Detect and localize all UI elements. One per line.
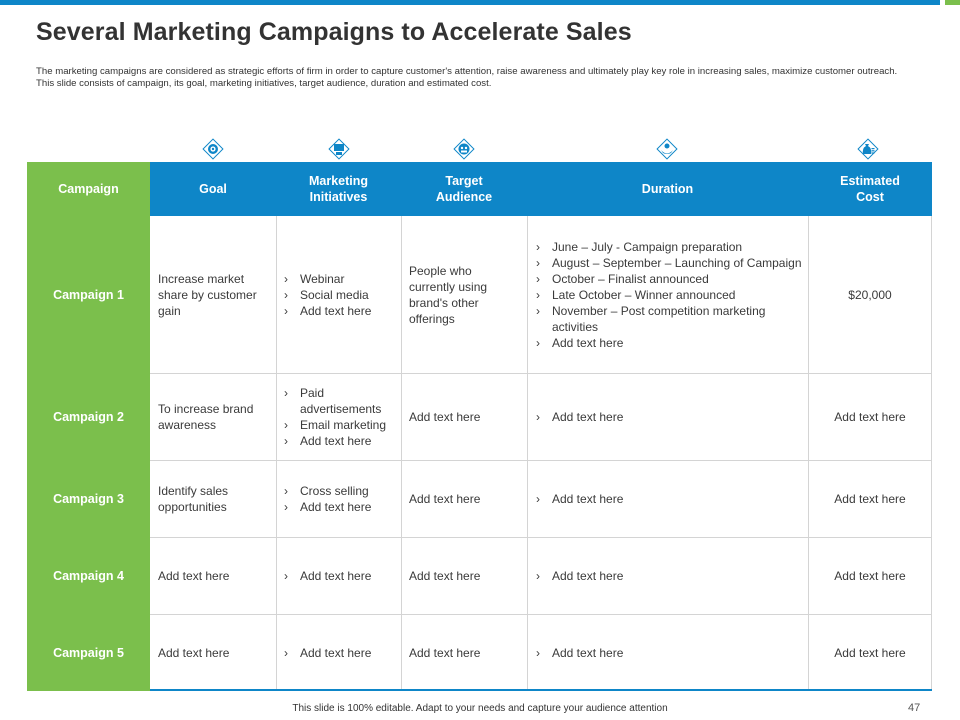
list-item: Add text here — [282, 303, 371, 319]
campaign-4-initiatives: Add text here — [282, 537, 398, 614]
row-divider — [150, 537, 932, 538]
list-item: Add text here — [282, 433, 398, 449]
campaign-1-audience: People who currently using brand's other… — [409, 263, 488, 326]
list-item: November – Post competition marketing ac… — [534, 303, 802, 335]
campaign-1-label: Campaign 1 — [53, 287, 124, 302]
campaign-2-audience: Add text here — [409, 409, 481, 424]
campaign-3-audience: Add text here — [409, 491, 481, 506]
top-accent-green — [945, 0, 960, 5]
table-bottom-border — [150, 689, 932, 691]
list-item: Add text here — [282, 499, 371, 515]
column-divider — [276, 216, 277, 691]
campaign-table: Campaign Goal Marketing Initiatives Targ… — [27, 162, 932, 691]
list-item: Add text here — [534, 335, 802, 351]
row-divider — [150, 373, 932, 374]
campaign-2-duration: Add text here — [534, 373, 802, 460]
list-item: Late October – Winner announced — [534, 287, 802, 303]
campaign-1-goal: Increase market share by customer gain — [158, 271, 257, 318]
campaign-2-cost: Add text here — [834, 409, 906, 424]
header-target-audience: Target Audience — [435, 174, 493, 204]
campaign-5-initiatives: Add text here — [282, 614, 398, 691]
target-icon — [198, 134, 228, 164]
campaign-3-cost: Add text here — [834, 491, 906, 506]
column-divider — [401, 216, 402, 691]
campaign-5-goal: Add text here — [158, 645, 230, 660]
slide-description: The marketing campaigns are considered a… — [36, 66, 898, 89]
list-item: October – Finalist announced — [534, 271, 802, 287]
table-header-bg — [150, 162, 932, 216]
presentation-icon — [324, 134, 354, 164]
column-divider — [527, 216, 528, 691]
campaign-3-goal: Identify sales opportunities — [158, 483, 229, 514]
campaign-2-initiatives: Paid advertisements Email marketing Add … — [282, 373, 398, 460]
audience-icon — [449, 134, 479, 164]
campaign-3-label: Campaign 3 — [53, 491, 124, 506]
campaign-column-bg — [27, 162, 150, 691]
header-campaign: Campaign — [58, 182, 119, 196]
column-icons — [150, 134, 932, 164]
money-bag-icon — [853, 134, 883, 164]
list-item: Add text here — [534, 409, 623, 425]
hand-coin-icon — [652, 134, 682, 164]
slide-title: Several Marketing Campaigns to Accelerat… — [36, 18, 632, 46]
campaign-5-audience: Add text here — [409, 645, 481, 660]
campaign-3-initiatives: Cross selling Add text here — [282, 460, 398, 537]
campaign-1-cost: $20,000 — [848, 287, 892, 302]
campaign-4-audience: Add text here — [409, 568, 481, 583]
row-divider — [150, 460, 932, 461]
list-item: Add text here — [282, 645, 371, 661]
slide-footer: This slide is 100% editable. Adapt to yo… — [292, 703, 668, 714]
list-item: June – July - Campaign preparation — [534, 239, 802, 255]
list-item: Cross selling — [282, 483, 371, 499]
list-item: Webinar — [282, 271, 371, 287]
page-number: 47 — [908, 702, 921, 714]
campaign-2-goal: To increase brand awareness — [158, 401, 254, 432]
list-item: Add text here — [534, 568, 623, 584]
list-item: Email marketing — [282, 417, 398, 433]
header-goal: Goal — [199, 182, 227, 196]
campaign-1-duration: June – July - Campaign preparation Augus… — [534, 216, 802, 373]
list-item: Social media — [282, 287, 371, 303]
top-accent-bar — [0, 0, 960, 5]
campaign-4-goal: Add text here — [158, 568, 230, 583]
list-item: Paid advertisements — [282, 385, 398, 417]
campaign-4-label: Campaign 4 — [53, 568, 124, 583]
campaign-4-cost: Add text here — [834, 568, 906, 583]
row-divider — [150, 614, 932, 615]
table-right-border — [931, 216, 932, 691]
top-accent-blue — [0, 0, 940, 5]
campaign-1-initiatives: Webinar Social media Add text here — [282, 216, 398, 373]
header-duration: Duration — [641, 182, 694, 196]
list-item: Add text here — [282, 568, 371, 584]
campaign-4-duration: Add text here — [534, 537, 802, 614]
campaign-5-label: Campaign 5 — [53, 645, 124, 660]
column-divider — [808, 216, 809, 691]
campaign-5-cost: Add text here — [834, 645, 906, 660]
header-marketing-initiatives: Marketing Initiatives — [308, 174, 369, 204]
campaign-3-duration: Add text here — [534, 460, 802, 537]
campaign-2-label: Campaign 2 — [53, 409, 124, 424]
list-item: Add text here — [534, 645, 623, 661]
campaign-5-duration: Add text here — [534, 614, 802, 691]
list-item: Add text here — [534, 491, 623, 507]
header-estimated-cost: Estimated Cost — [840, 174, 900, 204]
list-item: August – September – Launching of Campai… — [534, 255, 802, 271]
